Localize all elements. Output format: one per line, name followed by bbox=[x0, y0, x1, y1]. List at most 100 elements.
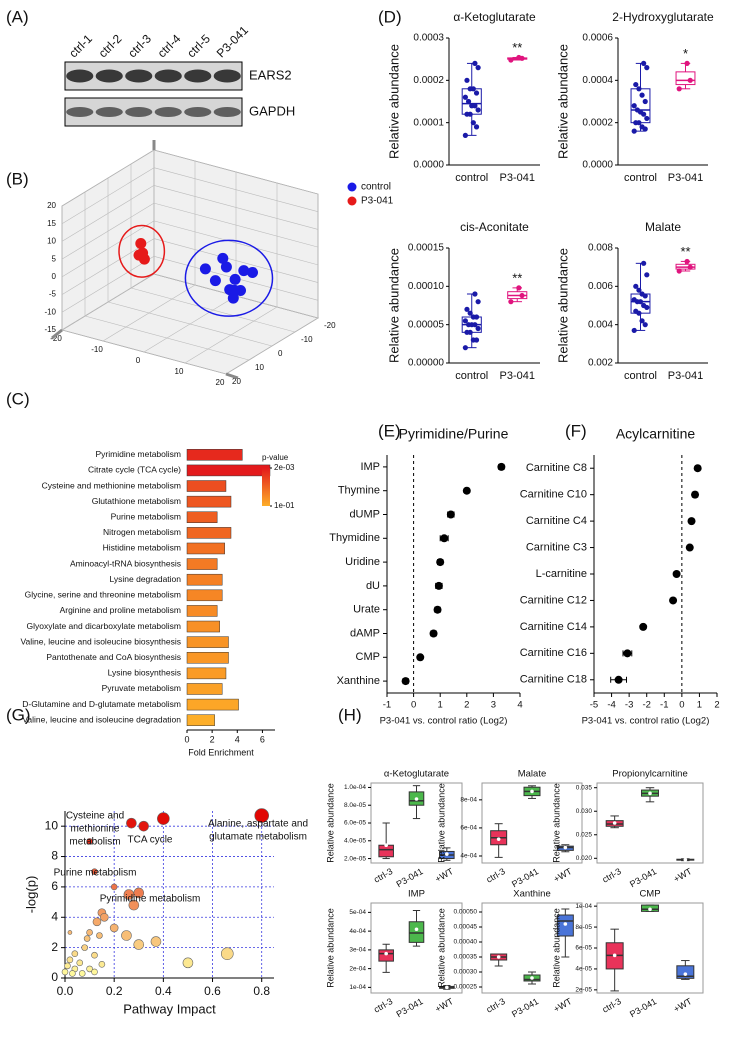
bar bbox=[186, 573, 223, 586]
x-tick-label: -1 bbox=[660, 700, 668, 711]
y-tick-label: 6e-04 bbox=[460, 825, 477, 832]
x-tick-label: 4 bbox=[517, 700, 522, 711]
bar bbox=[186, 464, 271, 477]
y-tick-label: 4e-04 bbox=[349, 928, 366, 935]
data-point bbox=[469, 103, 475, 109]
significance: ** bbox=[680, 244, 690, 259]
grid-line bbox=[153, 238, 319, 283]
y-tick-label: 0.030 bbox=[576, 808, 593, 815]
y-axis-label: Relative abundance bbox=[551, 783, 561, 863]
y-axis-label: Relative abundance bbox=[551, 908, 561, 988]
x-tick-label: 2 bbox=[210, 734, 215, 744]
dot bbox=[614, 675, 623, 684]
lane-label: ctrl-1 bbox=[66, 31, 95, 60]
category-label: P3-041 bbox=[510, 866, 540, 889]
category-label: IMP bbox=[360, 461, 380, 473]
blot-band bbox=[154, 69, 182, 83]
axis-arrow bbox=[51, 140, 239, 380]
box bbox=[378, 949, 394, 962]
dot bbox=[672, 570, 681, 578]
lane-label: ctrl-5 bbox=[184, 31, 213, 60]
data-point bbox=[475, 325, 481, 332]
chart-title: 2-Hydroxyglutarate bbox=[612, 10, 714, 24]
grid-line bbox=[61, 202, 155, 260]
dot bbox=[416, 653, 425, 662]
data-point bbox=[631, 297, 637, 303]
panel-label: (G) bbox=[6, 705, 31, 724]
x-tick-label: -10 bbox=[91, 345, 103, 354]
point bbox=[135, 237, 147, 249]
x-tick-label: 0.4 bbox=[155, 984, 172, 998]
x-tick-label: 10 bbox=[175, 367, 184, 376]
grid-line bbox=[130, 287, 296, 333]
y-tick-label: 0.025 bbox=[576, 831, 593, 838]
x-tick-label: 0 bbox=[679, 700, 684, 711]
bubble bbox=[91, 968, 98, 976]
data-point bbox=[639, 291, 645, 297]
category-label: Nitrogen metabolism bbox=[103, 527, 181, 537]
data-point bbox=[644, 65, 650, 71]
y-tick-label: 10 bbox=[255, 363, 264, 372]
category-label: Arginine and proline metabolism bbox=[60, 605, 181, 615]
y-tick-label: 0.004 bbox=[588, 319, 613, 330]
dot bbox=[687, 517, 696, 526]
x-tick-label: 3 bbox=[491, 700, 496, 711]
blot-band bbox=[184, 107, 212, 117]
legend-label: control bbox=[361, 182, 391, 193]
x-tick-label: 4 bbox=[235, 734, 240, 744]
x-tick-label: 1 bbox=[438, 700, 443, 711]
y-tick-label: 8 bbox=[51, 849, 58, 863]
data-point bbox=[464, 329, 470, 335]
category-label: P3-041 bbox=[668, 370, 703, 382]
blot-band bbox=[95, 107, 123, 117]
data-point bbox=[470, 337, 476, 343]
band-label: GAPDH bbox=[249, 103, 295, 118]
chart-title: Propionylcarnitine bbox=[612, 769, 688, 780]
blot-band bbox=[125, 69, 153, 83]
dot bbox=[446, 510, 455, 519]
blot-strip bbox=[64, 61, 243, 91]
bar bbox=[186, 542, 225, 555]
annotation: Purine metabolism bbox=[54, 868, 137, 879]
category-label: control bbox=[624, 370, 657, 382]
bubble bbox=[78, 970, 86, 977]
mean-marker bbox=[563, 922, 568, 926]
y-axis-label: Relative abundance bbox=[436, 908, 446, 988]
category-label: dU bbox=[366, 580, 380, 592]
y-axis-label: Relative abundance bbox=[386, 248, 401, 363]
data-point bbox=[644, 272, 650, 278]
x-tick-label: 0.2 bbox=[106, 984, 123, 998]
mean-marker bbox=[648, 907, 652, 912]
mean-marker bbox=[612, 821, 617, 825]
category-label: L-carnitine bbox=[536, 568, 587, 580]
y-tick-label: 4 bbox=[51, 909, 58, 923]
bubble bbox=[92, 917, 102, 927]
dot bbox=[623, 649, 632, 658]
grid-line bbox=[84, 315, 250, 361]
dot bbox=[693, 464, 702, 473]
bar bbox=[186, 605, 218, 617]
chart-title: Acylcarnitine bbox=[616, 426, 696, 442]
category-label: CMP bbox=[356, 651, 380, 663]
data-point bbox=[516, 285, 522, 291]
bubble bbox=[123, 889, 135, 900]
y-axis-label: Relative abundance bbox=[555, 248, 570, 363]
y-axis-label: Relative abundance bbox=[325, 908, 335, 988]
y-axis-label: Relative abundance bbox=[386, 44, 401, 159]
blot-band bbox=[66, 69, 94, 83]
panel-label: (H) bbox=[338, 705, 362, 724]
y-tick-label: 0 bbox=[51, 970, 58, 984]
grid-line bbox=[61, 329, 227, 375]
dot bbox=[436, 558, 445, 567]
colorbar-tick-label: 1e-01 bbox=[274, 501, 295, 510]
y-tick-label: 0.0000 bbox=[413, 160, 444, 171]
chart-title: Malate bbox=[518, 769, 547, 780]
y-tick-label: 8.0e-05 bbox=[344, 802, 366, 809]
category-label: control bbox=[624, 172, 657, 184]
data-point bbox=[642, 322, 648, 328]
y-tick-label: 0.020 bbox=[576, 855, 593, 862]
lane-label: P3-041 bbox=[214, 23, 251, 60]
z-tick-label: 5 bbox=[52, 254, 57, 263]
